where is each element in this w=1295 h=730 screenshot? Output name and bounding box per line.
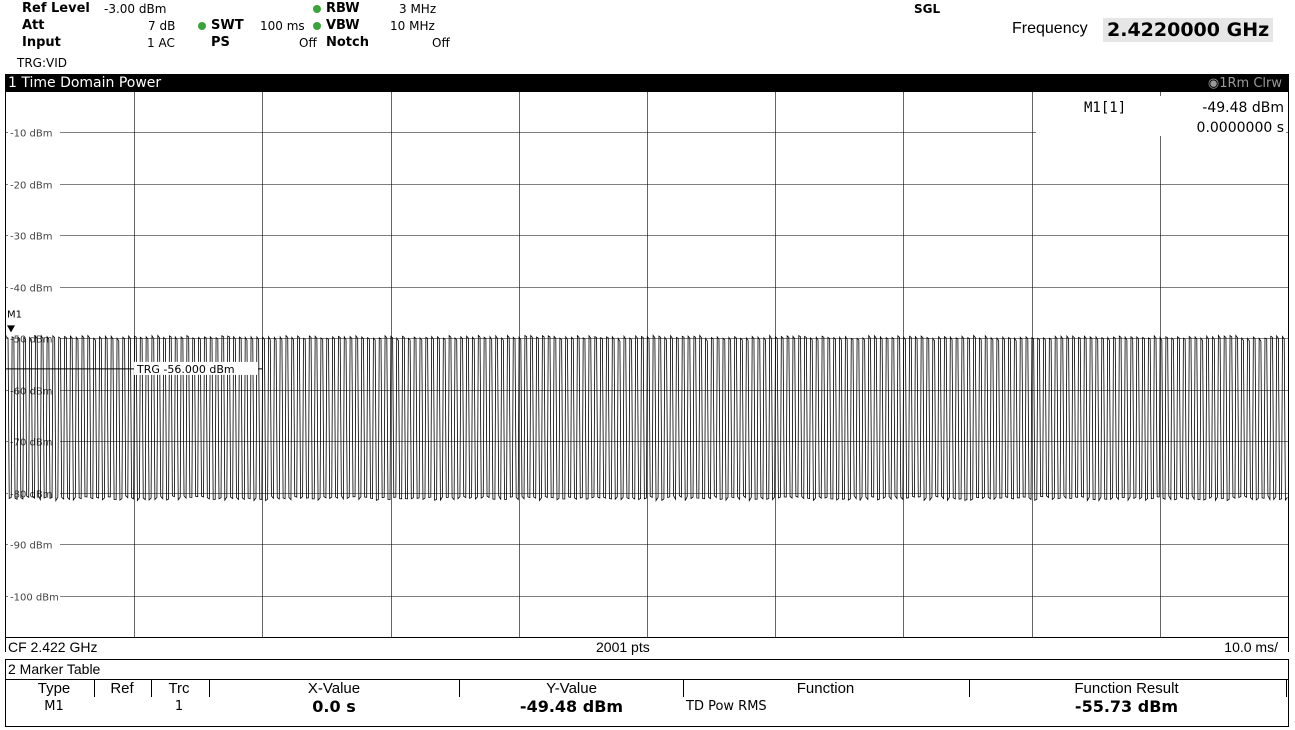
row-trc: 1 <box>174 699 184 714</box>
swt-indicator-icon <box>198 22 206 30</box>
rbw-value: 3 MHz <box>399 2 437 16</box>
sweep-points: 2001 pts <box>596 639 650 655</box>
y-tick-background <box>8 229 60 242</box>
y-tick-background <box>8 126 60 139</box>
marker-table: 2 Marker Table Type Ref Trc X-Value Y-Va… <box>5 659 1289 727</box>
marker-readout-time: 0.0000000 s <box>1197 120 1284 136</box>
trigger-label-background <box>134 361 258 375</box>
ref-level-label: Ref Level <box>22 1 90 16</box>
col-divider <box>209 680 210 697</box>
swt-value: 100 ms <box>260 19 305 33</box>
frequency-value[interactable]: 2.4220000 GHz <box>1103 18 1274 42</box>
marker-table-header-row <box>6 679 1288 698</box>
y-tick-background <box>8 590 60 603</box>
att-label: Att <box>22 18 45 33</box>
marker-readout-level: -49.48 dBm <box>1202 100 1284 116</box>
col-type: Type <box>37 680 71 697</box>
swt-label: SWT <box>211 18 244 33</box>
rbw-indicator-icon <box>313 5 321 13</box>
col-divider <box>151 680 152 697</box>
ref-level-value: -3.00 dBm <box>104 2 167 16</box>
col-divider <box>1286 680 1287 697</box>
marker-m1-icon <box>7 325 15 333</box>
y-tick-label: -80 dBm <box>10 490 52 501</box>
window-title-bar[interactable]: 1 Time Domain Power ◉1Rm Clrw <box>6 75 1288 92</box>
vbw-label: VBW <box>326 18 360 33</box>
y-tick-background <box>8 178 60 191</box>
instrument-header: Ref Level -3.00 dBm Att 7 dB Input 1 AC … <box>0 0 1295 74</box>
trace-info: ◉1Rm Clrw <box>1207 76 1282 91</box>
col-y-value: Y-Value <box>546 680 597 697</box>
input-value: 1 AC <box>147 36 175 50</box>
att-value: 7 dB <box>148 19 176 33</box>
notch-label: Notch <box>326 35 369 50</box>
col-ref: Ref <box>110 680 134 697</box>
y-tick-label: -40 dBm <box>10 284 52 295</box>
col-function: Function <box>796 680 855 697</box>
diagram-footer: CF 2.422 GHz 2001 pts 10.0 ms/ <box>6 637 1288 656</box>
y-tick-background <box>8 538 60 551</box>
marker-m1-label: M1 <box>7 309 22 320</box>
col-function-result: Function Result <box>1074 680 1179 697</box>
y-tick-label: -10 dBm <box>10 129 52 140</box>
y-tick-label: -100 dBm <box>10 593 59 604</box>
input-label: Input <box>22 35 61 50</box>
ps-value: Off <box>299 36 317 50</box>
rbw-label: RBW <box>326 1 360 16</box>
row-function: TD Pow RMS <box>686 699 767 714</box>
trigger-source: TRG:VID <box>17 56 67 70</box>
col-trc: Trc <box>168 680 190 697</box>
trace-line <box>6 334 1288 502</box>
col-divider <box>459 680 460 697</box>
row-y-value: -49.48 dBm <box>519 697 624 716</box>
notch-value: Off <box>432 36 450 50</box>
frequency-label: Frequency <box>1012 20 1088 37</box>
trigger-label: TRG -56.000 dBm <box>136 363 235 376</box>
trace-indicator-icon: ◉ <box>1207 76 1220 91</box>
row-type[interactable]: M1 <box>44 699 64 714</box>
marker-table-title: 2 Marker Table <box>8 661 101 677</box>
time-per-division: 10.0 ms/ <box>1224 639 1278 655</box>
marker-readout-background <box>1036 96 1286 136</box>
col-divider <box>683 680 684 697</box>
col-x-value: X-Value <box>307 680 361 697</box>
col-divider <box>969 680 970 697</box>
window-title: 1 Time Domain Power <box>8 75 162 91</box>
y-tick-labels: -10 dBm-20 dBm-30 dBm-40 dBm-50 dBm-60 d… <box>8 126 60 604</box>
y-tick-label: -90 dBm <box>10 541 52 552</box>
row-x-value: 0.0 s <box>312 697 356 716</box>
y-tick-label: -30 dBm <box>10 232 52 243</box>
time-domain-plot[interactable]: -10 dBm-20 dBm-30 dBm-40 dBm-50 dBm-60 d… <box>6 92 1288 637</box>
y-tick-label: -60 dBm <box>10 387 52 398</box>
row-function-result: -55.73 dBm <box>1074 697 1179 716</box>
col-divider <box>94 680 95 697</box>
marker-readout-name: M1[1] <box>1084 100 1126 116</box>
y-tick-label: -20 dBm <box>10 181 52 192</box>
vbw-value: 10 MHz <box>390 19 435 33</box>
y-tick-label: -70 dBm <box>10 438 52 449</box>
vbw-indicator-icon <box>313 22 321 30</box>
sweep-mode: SGL <box>914 2 941 16</box>
center-frequency: CF 2.422 GHz <box>8 639 98 655</box>
y-tick-background <box>8 435 60 448</box>
ps-label: PS <box>211 35 230 50</box>
y-tick-background <box>8 281 60 294</box>
